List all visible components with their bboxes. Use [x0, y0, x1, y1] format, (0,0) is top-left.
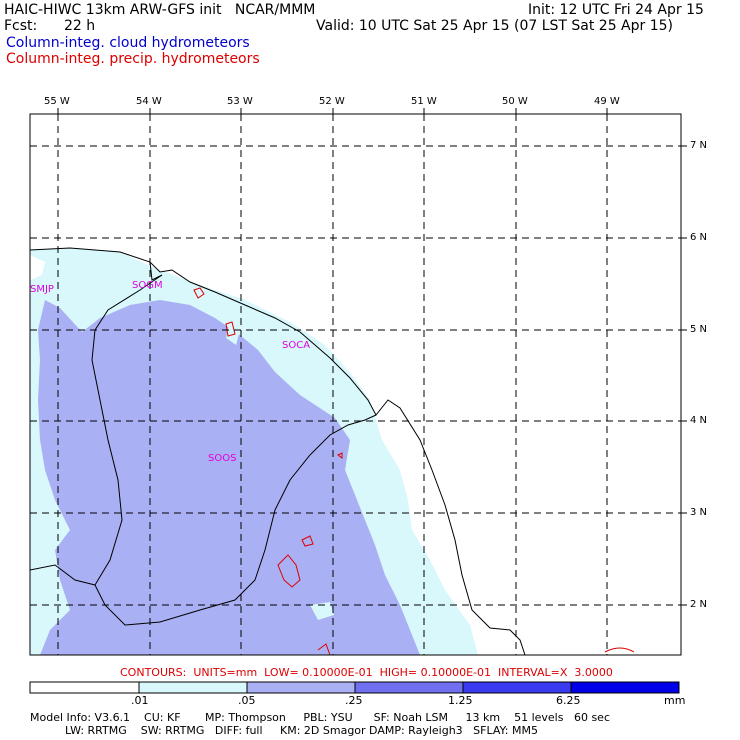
colorbar: [29, 681, 680, 694]
lon-label-53w: 53 W: [227, 96, 253, 107]
shade-gap-2: [226, 320, 240, 345]
shade-medium: [38, 300, 420, 655]
plot-title: HAIC-HIWC 13km ARW-GFS init NCAR/MMM: [4, 2, 316, 18]
colorbar-bin-5: [462, 681, 572, 694]
station-smjp: SMJP: [30, 284, 54, 295]
colorbar-label-1: .01: [131, 694, 149, 707]
border-suriname-guyane: [91, 274, 377, 626]
shade-gap-3: [310, 602, 334, 620]
lat-label-4n: 4 N: [690, 415, 708, 426]
init-time: Init: 12 UTC Fri 24 Apr 15: [528, 2, 704, 18]
lon-label-51w: 51 W: [411, 96, 437, 107]
station-soos: SOOS: [208, 453, 237, 464]
lon-label-52w: 52 W: [319, 96, 345, 107]
border-guyana: [149, 261, 163, 281]
station-sogm: SOGM: [132, 280, 163, 291]
lat-label-5n: 5 N: [690, 324, 708, 335]
contours-info: CONTOURS: UNITS=mm LOW= 0.10000E-01 HIGH…: [120, 666, 613, 679]
contour-2: [225, 321, 236, 337]
valid-time: Valid: 10 UTC Sat 25 Apr 15 (07 LST Sat …: [316, 18, 674, 34]
lon-label-50w: 50 W: [502, 96, 528, 107]
model-info-line2: LW: RRTMG SW: RRTMG DIFF: full KM: 2D Sm…: [30, 724, 538, 737]
colorbar-bin-2: [138, 681, 248, 694]
field-precip-label: Column-integ. precip. hydrometeors: [6, 51, 260, 67]
contour-7: [604, 647, 635, 653]
colorbar-bin-6: [570, 681, 680, 694]
lat-label-2n: 2 N: [690, 599, 708, 610]
colorbar-label-4: 1.25: [448, 694, 473, 707]
lat-label-6n: 6 N: [690, 232, 708, 243]
lon-label-49w: 49 W: [594, 96, 620, 107]
colorbar-label-5: 6.25: [556, 694, 581, 707]
contour-4: [301, 535, 314, 547]
contour-6: [317, 643, 331, 655]
contour-3: [337, 452, 343, 459]
colorbar-label-3: .25: [345, 694, 363, 707]
forecast-hour: 22 h: [64, 18, 96, 34]
model-info-line1: Model Info: V3.6.1 CU: KF MP: Thompson P…: [30, 711, 610, 724]
lon-label-54w: 54 W: [136, 96, 162, 107]
colorbar-bin-4: [354, 681, 464, 694]
graticule: [30, 114, 681, 655]
lat-label-7n: 7 N: [690, 140, 708, 151]
map-frame: [29, 113, 682, 656]
tick-marks: [57, 108, 687, 606]
border-suriname-west: [30, 564, 96, 586]
coastline: [30, 247, 526, 655]
shade-gap: [30, 255, 45, 280]
forecast-label: Fcst:: [4, 18, 38, 34]
station-soca: SOCA: [282, 340, 311, 351]
colorbar-bin-3: [246, 681, 356, 694]
lon-label-55w: 55 W: [44, 96, 70, 107]
contour-5: [277, 554, 301, 588]
field-cloud-label: Column-integ. cloud hydrometeors: [6, 35, 250, 51]
colorbar-label-2: .05: [238, 694, 256, 707]
contour-1: [193, 287, 205, 299]
colorbar-units: mm: [664, 694, 686, 707]
colorbar-bin-1: [29, 681, 140, 694]
lat-label-3n: 3 N: [690, 507, 708, 518]
